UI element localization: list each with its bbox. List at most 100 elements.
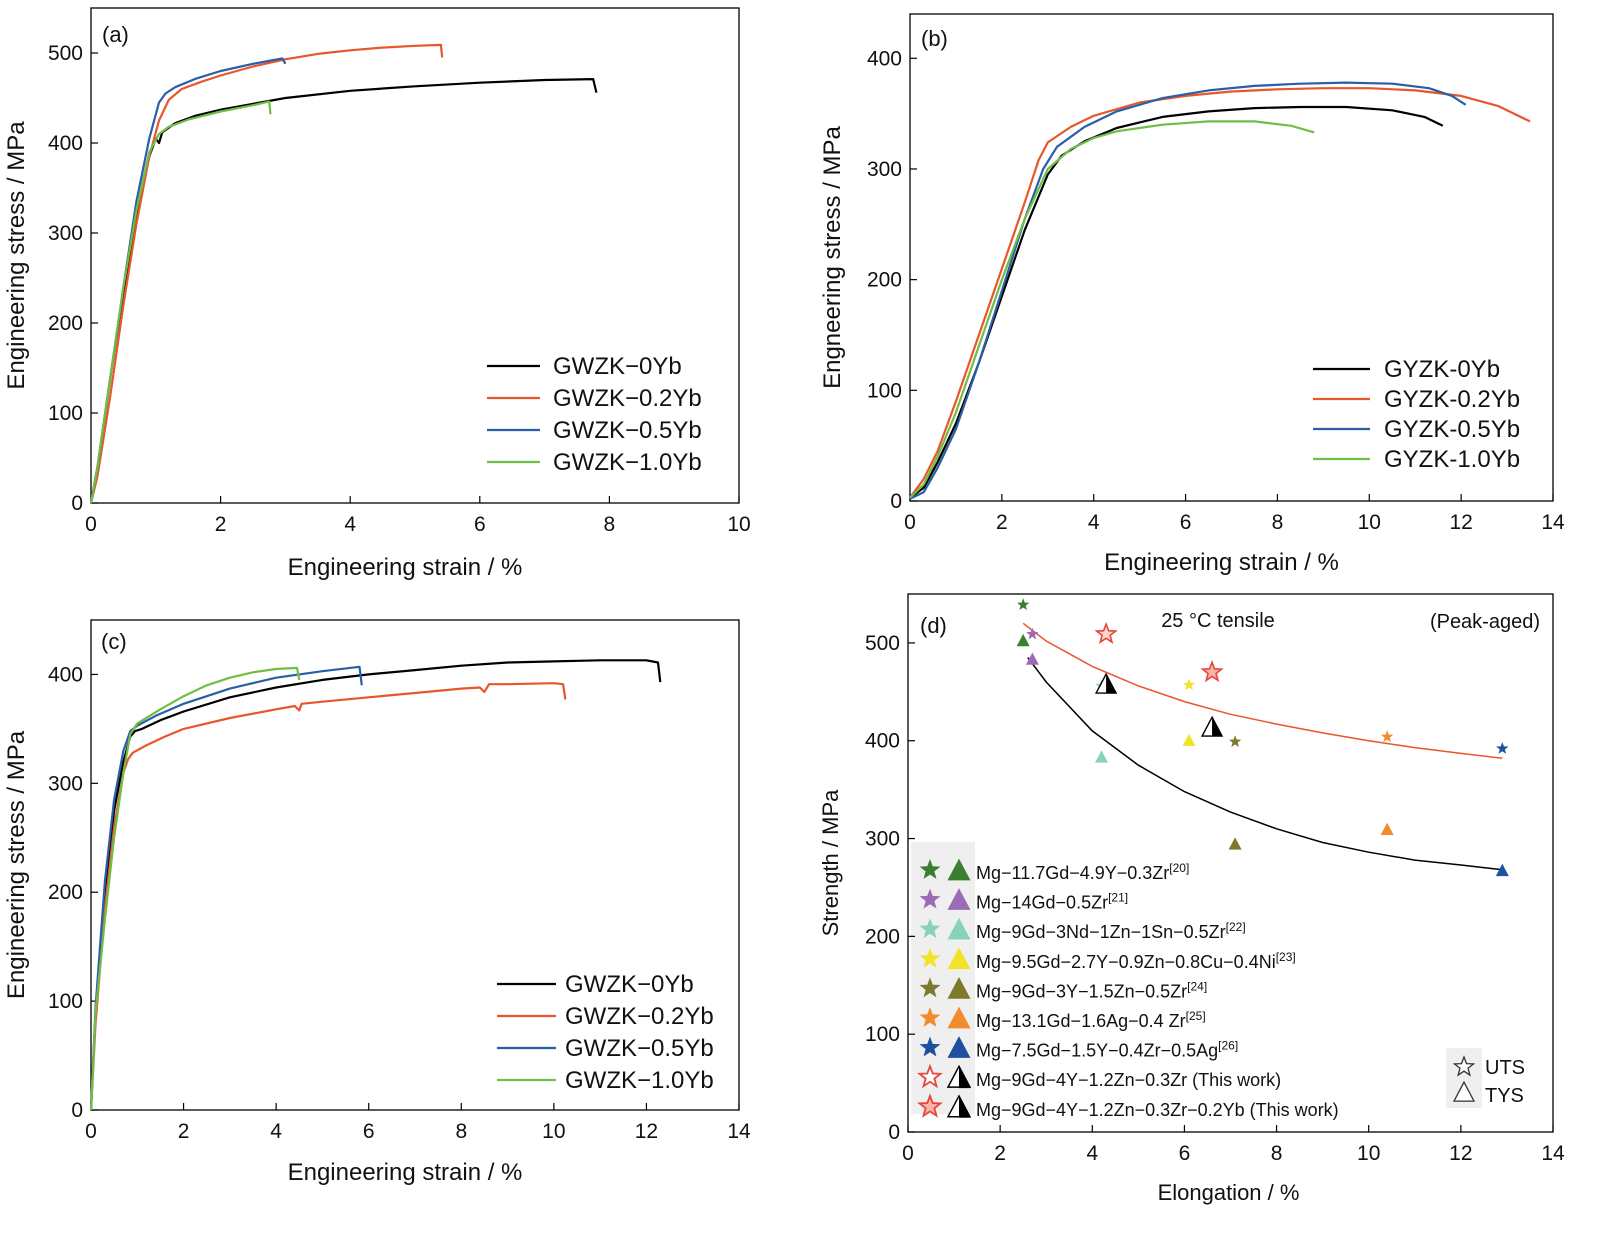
x-tick-label: 4 (1088, 511, 1100, 534)
x-tick-label: 8 (1272, 511, 1284, 534)
chart-panel-c: 0 2 4 6 8 10 12 14 0 100 200 300 400 Engineering stra… (3, 619, 751, 1186)
legend-label-2: GYZK-0.5Yb (1384, 416, 1520, 443)
uts-legend-label: UTS (1485, 1057, 1525, 1079)
legend-label-0: GYZK-0Yb (1384, 356, 1500, 383)
uts-point-star (1094, 621, 1118, 645)
legend-star-3 (919, 947, 941, 968)
y-tick-label: 200 (867, 269, 902, 292)
x-tick-label: 4 (344, 513, 356, 536)
legend-label-2: GWZK−0.5Yb (553, 417, 702, 444)
series-line-2 (89, 57, 287, 504)
legend-star-4 (919, 977, 941, 998)
series-line-1 (909, 87, 1531, 499)
series-line-0 (89, 659, 662, 1111)
legend-label-ref: [26] (1218, 1039, 1238, 1053)
y-axis-label: Engineering stress / MPa (3, 730, 30, 999)
legend-star-1 (919, 888, 941, 909)
chart-annotation: (Peak-aged) (1430, 611, 1540, 633)
legend-star-8 (917, 1093, 943, 1118)
legend-label-name: Mg−9.5Gd−2.7Y−0.9Zn−0.8Cu−0.4Ni (976, 952, 1276, 972)
plot-frame (90, 7, 740, 504)
legend-label-name: Mg−7.5Gd−1.5Y−0.4Zr−0.5Ag (976, 1041, 1218, 1061)
y-tick-label: 300 (48, 772, 83, 795)
x-tick-label: 8 (1271, 1142, 1283, 1165)
y-tick-label: 0 (888, 1121, 900, 1144)
legend-label-2: Mg−9Gd−3Nd−1Zn−1Sn−0.5Zr[22] (976, 920, 1246, 942)
legend-label-ref: [23] (1276, 950, 1296, 964)
x-tick-label: 10 (1358, 511, 1381, 534)
y-tick-label: 400 (48, 132, 83, 155)
tys-point-triangle (1380, 822, 1394, 836)
x-tick-label: 2 (996, 511, 1008, 534)
chart-panel-d: 0 2 4 6 8 10 12 14 0 100 200 300 400 500 Elongation / … (818, 593, 1565, 1205)
x-tick-label: 0 (904, 511, 916, 534)
y-axis-label: Engineering stress / MPa (3, 121, 30, 390)
legend-marker-background (911, 842, 975, 1114)
legend-label-name: Mg−9Gd−4Y−1.2Zn−0.3Zr (This work) (976, 1070, 1281, 1090)
tys-legend-label: TYS (1485, 1085, 1524, 1107)
y-tick-label: 400 (865, 730, 900, 753)
legend-label-name: Mg−9Gd−3Y−1.5Zn−0.5Zr (976, 981, 1187, 1001)
legend-star-0 (919, 859, 941, 879)
tys-legend-icon (1452, 1080, 1476, 1102)
uts-point-star (1380, 730, 1394, 743)
legend-star-6 (919, 1036, 941, 1057)
y-tick-label: 0 (71, 1099, 83, 1122)
y-tick-label: 100 (865, 1023, 900, 1046)
tys-point-triangle (1228, 837, 1242, 850)
chart-panel-b: 0 2 4 6 8 10 12 14 0 100 200 300 400 Engineering stra… (819, 13, 1565, 576)
y-tick-label: 300 (867, 158, 902, 181)
uts-point-star (1017, 598, 1030, 611)
y-axis-label: Engneering stress / MPa (819, 125, 846, 388)
legend-triangle-half-7 (959, 1066, 970, 1089)
panel-label: (d) (920, 613, 947, 638)
x-axis-label: Engineering strain / % (288, 1159, 523, 1186)
legend-label-1: GWZK−0.2Yb (553, 385, 702, 412)
y-tick-label: 0 (71, 492, 83, 515)
legend-triangle-1 (947, 888, 971, 910)
x-tick-label: 10 (1357, 1142, 1380, 1165)
uts-legend-icon (1452, 1055, 1476, 1077)
y-tick-label: 200 (865, 925, 900, 948)
legend-triangle-0 (947, 858, 971, 881)
legend-triangle-2 (947, 917, 971, 940)
panel-label: (c) (101, 629, 127, 654)
x-tick-label: 8 (604, 513, 616, 536)
y-tick-label: 200 (48, 881, 83, 904)
series-line-1 (89, 682, 567, 1111)
series-line-2 (909, 81, 1467, 500)
legend-label-2: GWZK−0.5Yb (565, 1035, 714, 1062)
x-tick-label: 12 (1449, 1142, 1472, 1165)
series-line-3 (89, 100, 272, 504)
legend-label-4: Mg−9Gd−3Y−1.5Zn−0.5Zr[24] (976, 979, 1207, 1001)
chart-title: 25 °C tensile (1161, 610, 1275, 632)
x-tick-label: 4 (270, 1120, 282, 1143)
y-tick-label: 200 (48, 312, 83, 335)
x-tick-label: 4 (1086, 1142, 1098, 1165)
x-axis-label: Engineering strain / % (288, 554, 523, 581)
fit-line-1 (1027, 657, 1503, 871)
x-tick-label: 2 (994, 1142, 1006, 1165)
y-tick-label: 400 (867, 47, 902, 70)
tys-point-half (1106, 674, 1117, 694)
panel-label: (a) (102, 22, 129, 47)
legend-label-0: GWZK−0Yb (565, 971, 694, 998)
plot-frame (909, 13, 1554, 502)
y-tick-label: 0 (890, 490, 902, 513)
legend-label-name: Mg−11.7Gd−4.9Y−0.3Zr (976, 863, 1169, 883)
tys-point-triangle (1095, 750, 1108, 763)
legend-label-ref: [20] (1169, 861, 1189, 875)
x-tick-label: 8 (455, 1120, 467, 1143)
x-tick-label: 14 (1541, 511, 1565, 534)
x-tick-label: 12 (1449, 511, 1472, 534)
tys-point-triangle (1495, 863, 1509, 877)
panel-label: (b) (921, 26, 948, 51)
y-tick-label: 400 (48, 663, 83, 686)
plot-frame (907, 593, 1554, 1133)
x-tick-label: 2 (178, 1120, 190, 1143)
legend-triangle-half-8 (959, 1095, 970, 1118)
y-tick-label: 100 (867, 379, 902, 402)
x-tick-label: 10 (542, 1120, 565, 1143)
